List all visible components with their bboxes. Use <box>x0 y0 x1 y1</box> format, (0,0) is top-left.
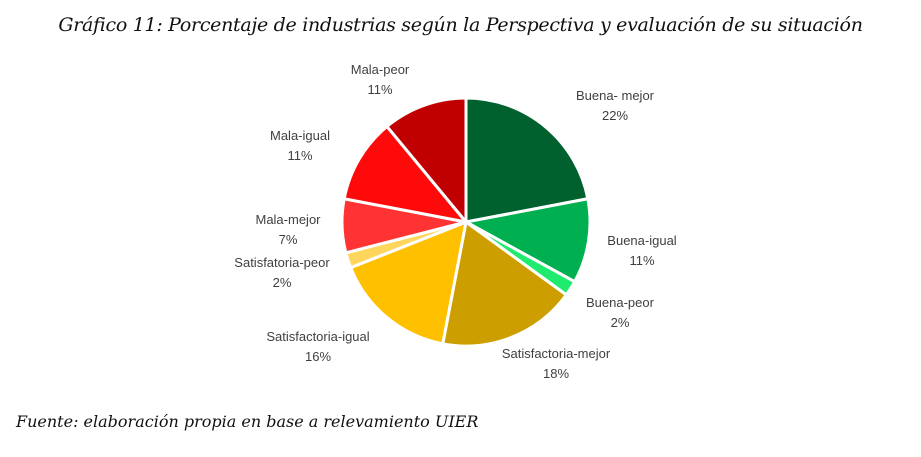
slice-value-label: 2% <box>273 275 292 290</box>
pie-slice-satisfactoria-mejor <box>441 220 568 348</box>
pie-slice-buena-igual <box>464 197 592 284</box>
slice-value-label: 16% <box>305 349 331 364</box>
chart-title: Gráfico 11: Porcentaje de industrias seg… <box>58 14 863 36</box>
pie-slice-mala-igual <box>342 124 468 224</box>
slice-label: Satisfactoria-mejor <box>502 346 611 361</box>
pie-slice-satisfactoria-igual <box>349 220 468 346</box>
slice-label: Mala-mejor <box>255 212 321 227</box>
pie-slice-mala-peor <box>385 96 468 224</box>
pie-slice-buena-mejor <box>464 96 590 224</box>
chart-source: Fuente: elaboración propia en base a rel… <box>16 412 479 431</box>
slice-label: Satisfactoria-igual <box>266 329 369 344</box>
slice-label: Buena- mejor <box>576 88 655 103</box>
slice-value-label: 2% <box>611 315 630 330</box>
slice-label: Buena-igual <box>607 233 676 248</box>
slice-value-label: 11% <box>287 148 312 163</box>
slice-value-label: 18% <box>543 366 569 381</box>
slice-value-label: 22% <box>602 108 628 123</box>
slice-label: Buena-peor <box>586 295 655 310</box>
pie-slices <box>340 96 592 348</box>
slice-value-label: 11% <box>629 253 654 268</box>
slice-label: Mala-peor <box>351 62 410 77</box>
slice-label: Satisfatoria-peor <box>234 255 330 270</box>
slice-label: Mala-igual <box>270 128 330 143</box>
slice-value-label: 11% <box>367 82 392 97</box>
slice-value-label: 7% <box>279 232 298 247</box>
pie-labels: Buena- mejor 22% Buena-igual 11% Buena-peor 2… <box>234 62 676 381</box>
